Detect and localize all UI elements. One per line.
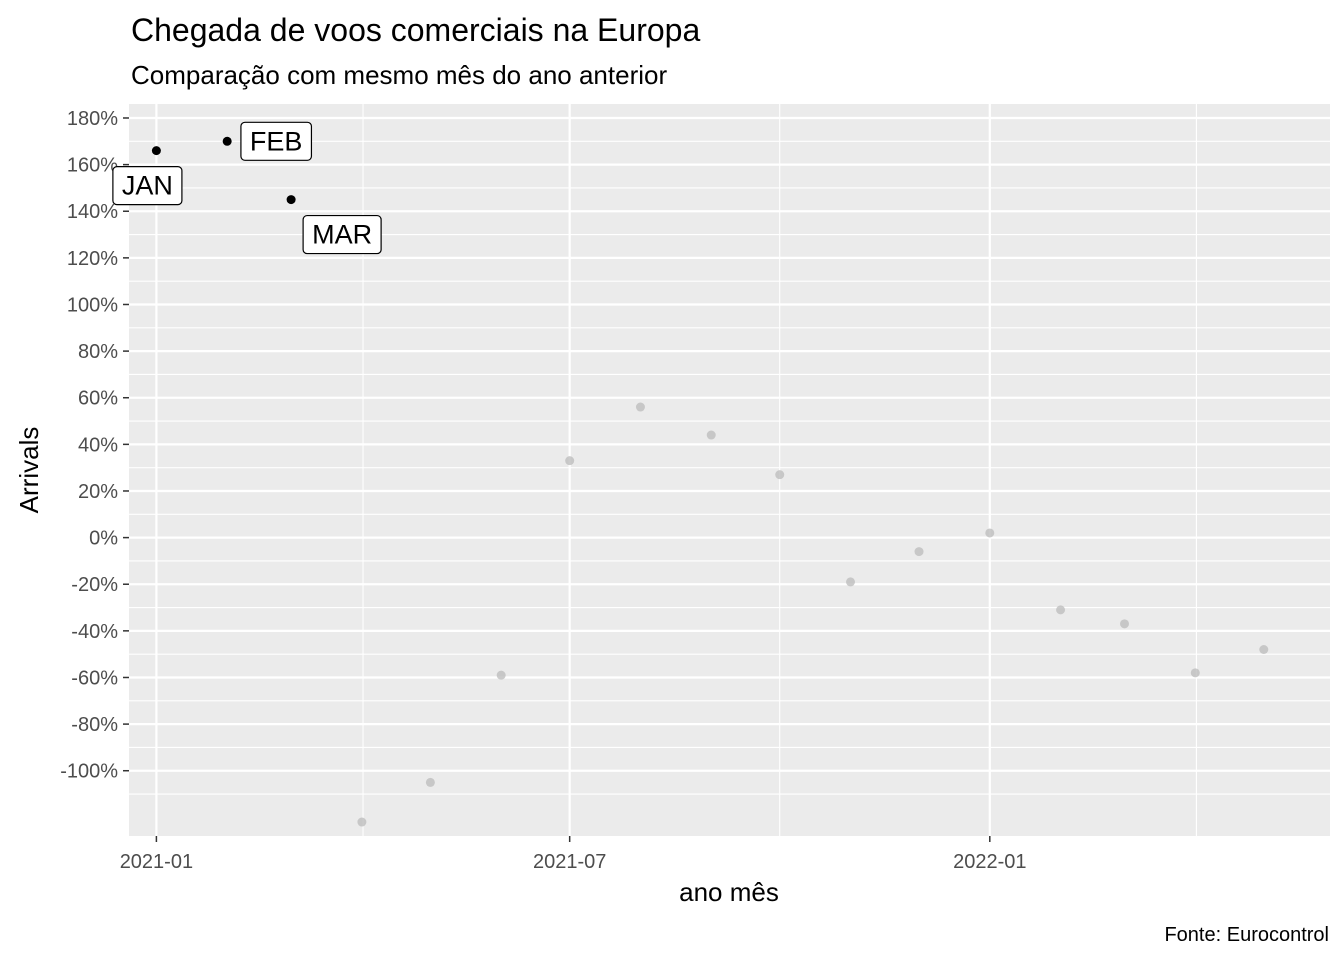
x-tick-label: 2022-01 — [953, 851, 1026, 873]
y-tick-label: -80% — [71, 714, 118, 736]
y-tick-label: -60% — [71, 667, 118, 689]
data-point — [775, 470, 785, 480]
data-point — [706, 430, 716, 440]
x-tick-label: 2021-07 — [533, 851, 606, 873]
x-tick-label: 2021-01 — [120, 851, 193, 873]
x-axis-title: ano mês — [679, 877, 779, 907]
point-label-mar: MAR — [302, 214, 382, 255]
point-label-feb: FEB — [240, 121, 313, 161]
data-point — [1120, 619, 1130, 629]
y-tick-label: 0% — [89, 528, 118, 550]
point-labels: JAN FEB MAR — [112, 121, 382, 255]
chart-subtitle: Comparação com mesmo mês do ano anterior — [131, 60, 667, 90]
point-label-jan: JAN — [112, 166, 183, 206]
y-tick-label: 140% — [67, 201, 118, 223]
data-point — [1190, 668, 1200, 678]
y-tick-label: -40% — [71, 621, 118, 643]
point-label-box — [240, 121, 313, 161]
y-tick-label: -100% — [60, 761, 118, 783]
x-axis: 2021-01 2021-07 2022-01 — [120, 836, 1026, 873]
point-label-box — [112, 166, 183, 206]
highlighted-point — [286, 195, 296, 205]
minor-gridlines — [129, 104, 1330, 836]
y-tick-label: 60% — [78, 388, 118, 410]
data-point — [357, 817, 367, 827]
y-tick-label: -20% — [71, 574, 118, 596]
plot-panel — [129, 104, 1330, 836]
highlighted-point — [151, 146, 161, 156]
data-point — [985, 528, 995, 538]
y-tick-label: 40% — [78, 434, 118, 456]
point-label-text: MAR — [312, 220, 372, 250]
y-tick-label: 80% — [78, 341, 118, 363]
data-point — [635, 402, 645, 412]
y-tick-label: 180% — [67, 108, 118, 130]
point-label-box — [302, 214, 382, 255]
chart-caption: Fonte: Eurocontrol — [1164, 924, 1329, 946]
y-tick-label: 20% — [78, 481, 118, 503]
data-point — [1056, 605, 1066, 615]
highlighted-point — [222, 136, 232, 146]
y-tick-label: 100% — [67, 294, 118, 316]
y-axis: 180% 160% 140% 120% 100% 80% 60% 40% 20% 0% -20% -4… — [60, 108, 129, 783]
data-point — [914, 547, 924, 557]
point-label-text: FEB — [250, 126, 303, 156]
point-label-text: JAN — [122, 171, 173, 201]
y-axis-title: Arrivals — [14, 427, 44, 514]
data-point — [565, 456, 575, 466]
y-tick-label: 160% — [67, 155, 118, 177]
data-points — [151, 136, 1269, 827]
data-point — [1259, 645, 1269, 655]
major-gridlines — [129, 104, 1330, 836]
y-tick-label: 120% — [67, 248, 118, 270]
data-point — [846, 577, 856, 587]
data-point — [425, 777, 435, 787]
chart-title: Chegada de voos comerciais na Europa — [131, 12, 700, 48]
data-point — [496, 670, 506, 680]
